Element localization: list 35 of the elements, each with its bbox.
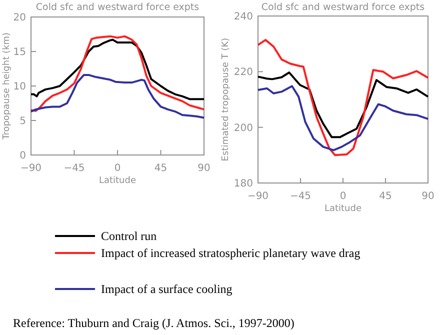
line-series xyxy=(30,35,205,112)
y-axis-title: Estimated tropopause T (K) xyxy=(221,38,231,162)
legend-label: Control run xyxy=(101,229,157,243)
y-tick-label: 180 xyxy=(234,178,253,190)
line-series xyxy=(257,85,429,152)
y-tick-label: 0 xyxy=(20,150,26,162)
x-tick-label: −90 xyxy=(20,163,42,174)
legend-label: Impact of increased stratospheric planetary wave drag xyxy=(101,246,360,260)
x-tick-label: 90 xyxy=(198,163,210,174)
y-tick-label: 5 xyxy=(20,116,26,127)
x-axis-title: Latitude xyxy=(324,204,362,214)
line-series xyxy=(257,38,429,156)
y-tick-label: 10 xyxy=(13,82,26,92)
x-tick-label: 45 xyxy=(379,191,392,202)
y-tick-label: 220 xyxy=(234,67,253,78)
y-tick-label: 200 xyxy=(234,122,253,134)
x-tick-label: 45 xyxy=(154,163,168,174)
y-tick-label: 240 xyxy=(234,12,253,22)
x-tick-label: 0 xyxy=(114,163,121,174)
line-series xyxy=(30,74,205,119)
x-tick-label: 90 xyxy=(422,191,434,202)
x-tick-label: −45 xyxy=(64,163,85,174)
y-tick-label: 15 xyxy=(13,47,26,58)
y-tick-label: 20 xyxy=(13,12,26,24)
legend-label: Impact of a surface cooling xyxy=(101,282,232,296)
chart-title: Cold sfc and westward force expts xyxy=(261,2,425,13)
line-series xyxy=(257,72,429,138)
x-tick-label: −45 xyxy=(290,191,312,202)
x-tick-label: 0 xyxy=(340,191,346,202)
chart-title: Cold sfc and westward force expts xyxy=(36,2,200,13)
text: Reference: Thuburn and Craig (J. Atmos. Sci., 1997-2000) xyxy=(13,316,294,330)
line-series xyxy=(30,38,205,100)
x-tick-label: −90 xyxy=(247,191,269,202)
x-axis-title: Latitude xyxy=(98,176,136,186)
y-axis-title: Tropopause height (km) xyxy=(2,32,12,140)
